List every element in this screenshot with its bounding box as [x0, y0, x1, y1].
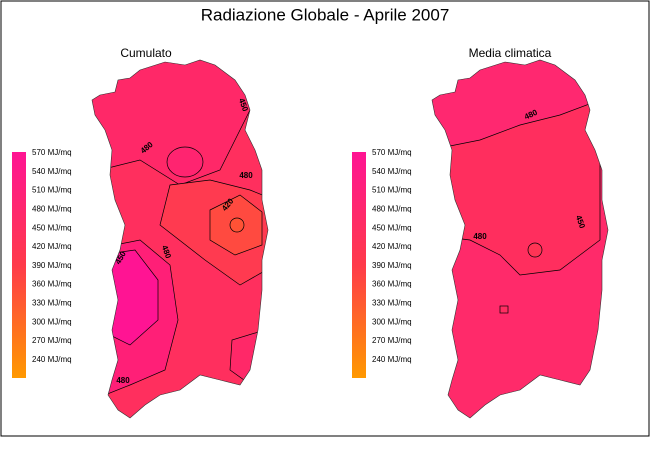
legend-label: 480 MJ/mq [32, 205, 72, 214]
map-media-climatica: 480 450 480 [431, 59, 609, 419]
contour-label: 450 [574, 214, 587, 230]
contour-label: 480 [160, 244, 173, 260]
legend-label: 570 MJ/mq [32, 148, 72, 157]
legend-label: 360 MJ/mq [32, 280, 72, 289]
legend-label: 450 MJ/mq [372, 223, 412, 232]
legend-label: 330 MJ/mq [32, 299, 72, 308]
legend-label: 480 MJ/mq [372, 205, 412, 214]
legend-label: 300 MJ/mq [372, 317, 412, 326]
contour-label: 450 [237, 97, 250, 113]
legend-label: 390 MJ/mq [372, 261, 412, 270]
legend-label: 270 MJ/mq [32, 336, 72, 345]
legend-label: 450 MJ/mq [32, 223, 72, 232]
map-title: Cumulato [120, 46, 172, 60]
contour-label: 480 [239, 171, 253, 180]
legend-bar [12, 152, 26, 378]
legend-label: 420 MJ/mq [32, 242, 72, 251]
legend-label: 240 MJ/mq [372, 355, 412, 364]
legends: 570 MJ/mq 540 MJ/mq 510 MJ/mq 480 MJ/mq 450 … [32, 148, 412, 364]
legend-label: 570 MJ/mq [372, 148, 412, 157]
legend-label: 360 MJ/mq [372, 280, 412, 289]
contour-label: 480 [116, 376, 130, 385]
legend-label: 240 MJ/mq [32, 355, 72, 364]
legend-label: 510 MJ/mq [32, 186, 72, 195]
legend-label: 540 MJ/mq [32, 167, 72, 176]
legend-label: 390 MJ/mq [32, 261, 72, 270]
frame [0, 0, 650, 437]
map-cumulato: 480 450 480 420 480 450 480 [91, 59, 269, 419]
legend-label: 330 MJ/mq [372, 299, 412, 308]
map-title: Media climatica [469, 46, 552, 60]
contour-label: 480 [473, 232, 487, 241]
legend-label: 510 MJ/mq [372, 186, 412, 195]
legend-label: 540 MJ/mq [372, 167, 412, 176]
legend-bar [352, 152, 366, 378]
legend-label: 420 MJ/mq [372, 242, 412, 251]
title: Radiazione Globale - Aprile 2007 [201, 5, 450, 24]
legend-label: 300 MJ/mq [32, 317, 72, 326]
legend-label: 270 MJ/mq [372, 336, 412, 345]
